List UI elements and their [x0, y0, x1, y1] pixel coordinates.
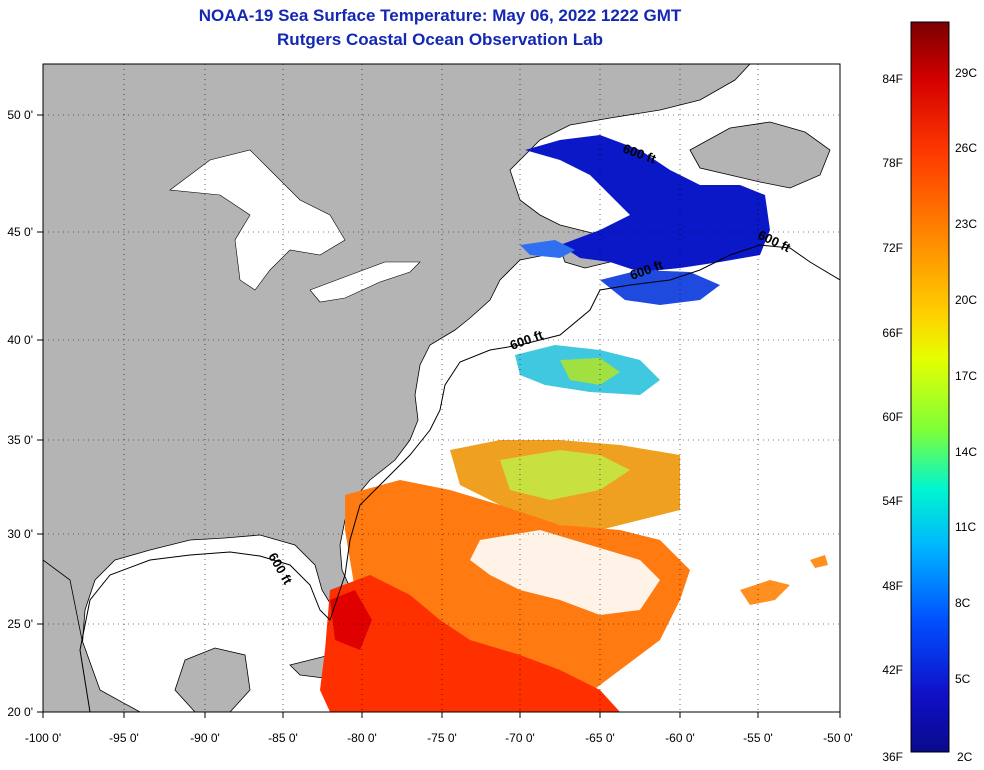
contour-600ft	[79, 244, 840, 712]
map-title: NOAA-19 Sea Surface Temperature: May 06,…	[198, 6, 682, 25]
lon-label: -50 0'	[823, 731, 853, 745]
colorbar-c-label: 5C	[955, 672, 971, 686]
lat-label: 50 0'	[7, 108, 33, 122]
colorbar-f-label: 36F	[882, 750, 903, 764]
frame-ticks	[37, 114, 841, 718]
lon-label: -75 0'	[427, 731, 457, 745]
colorbar-f-label: 48F	[882, 579, 903, 593]
colorbar-c-label: 8C	[955, 596, 971, 610]
longitude-labels: -100 0' -95 0' -90 0' -85 0' -80 0' -75 …	[25, 731, 853, 745]
colorbar-c-label: 2C	[957, 750, 973, 764]
colorbar-c-label: 20C	[955, 293, 977, 307]
colorbar-f-label: 78F	[882, 156, 903, 170]
map-subtitle: Rutgers Coastal Ocean Observation Lab	[277, 30, 603, 49]
lat-label: 45 0'	[7, 225, 33, 239]
lat-label: 20 0'	[7, 705, 33, 719]
graticule	[43, 64, 840, 712]
lon-label: -85 0'	[268, 731, 298, 745]
lat-label: 40 0'	[7, 333, 33, 347]
lon-label: -80 0'	[347, 731, 377, 745]
land-mexico	[43, 559, 141, 712]
lon-label: -55 0'	[743, 731, 773, 745]
lon-label: -70 0'	[505, 731, 535, 745]
lake-erie-ontario	[309, 261, 421, 303]
lat-label: 30 0'	[7, 527, 33, 541]
lon-label: -90 0'	[190, 731, 220, 745]
latitude-labels: 50 0' 45 0' 40 0' 35 0' 30 0' 25 0' 20 0…	[7, 108, 33, 719]
colorbar-f-label: 60F	[882, 410, 903, 424]
colorbar-f-label: 84F	[882, 72, 903, 86]
colorbar-f-label: 66F	[882, 326, 903, 340]
colorbar-f-label: 42F	[882, 663, 903, 677]
colorbar-c-label: 23C	[955, 217, 977, 231]
colorbar-c-label: 14C	[955, 445, 977, 459]
land-north-america	[43, 64, 751, 712]
lon-label: -65 0'	[585, 731, 615, 745]
land-newfoundland	[689, 121, 831, 189]
sst-data-layer	[320, 135, 828, 712]
colorbar-celsius-labels: 29C 26C 23C 20C 17C 14C 11C 8C 5C 2C	[955, 66, 977, 764]
great-lakes	[169, 149, 346, 291]
lat-label: 25 0'	[7, 617, 33, 631]
colorbar-c-label: 29C	[955, 66, 977, 80]
colorbar	[910, 21, 950, 753]
colorbar-f-label: 72F	[882, 241, 903, 255]
colorbar-c-label: 17C	[955, 369, 977, 383]
lon-label: -95 0'	[109, 731, 139, 745]
lon-label: -100 0'	[25, 731, 61, 745]
colorbar-c-label: 11C	[955, 520, 976, 534]
land-yucatan	[174, 647, 251, 712]
colorbar-fahrenheit-labels: 84F 78F 72F 66F 60F 54F 48F 42F 36F	[882, 72, 903, 764]
colorbar-c-label: 26C	[955, 141, 977, 155]
lon-label: -60 0'	[665, 731, 695, 745]
lat-label: 35 0'	[7, 433, 33, 447]
colorbar-f-label: 54F	[882, 494, 903, 508]
